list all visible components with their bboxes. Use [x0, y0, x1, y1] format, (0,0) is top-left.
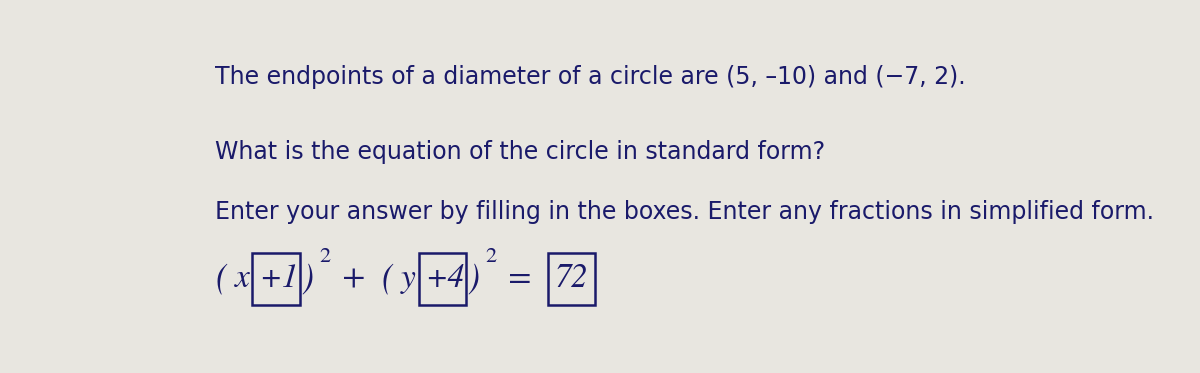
Text: x: x [234, 264, 250, 294]
Text: +1: +1 [259, 264, 298, 294]
FancyBboxPatch shape [547, 253, 595, 305]
Text: (: ( [215, 263, 227, 295]
Text: Enter your answer by filling in the boxes. Enter any fractions in simplified for: Enter your answer by filling in the boxe… [215, 200, 1154, 224]
Text: 72: 72 [554, 264, 588, 294]
Text: +4: +4 [425, 264, 464, 294]
Text: =: = [500, 264, 540, 294]
Text: (: ( [382, 263, 394, 295]
Text: ): ) [301, 263, 313, 295]
FancyBboxPatch shape [419, 253, 466, 305]
Text: +: + [334, 264, 373, 294]
FancyBboxPatch shape [252, 253, 300, 305]
Text: 2: 2 [485, 247, 497, 267]
Text: What is the equation of the circle in standard form?: What is the equation of the circle in st… [215, 140, 826, 163]
Text: The endpoints of a diameter of a circle are (5, –10) and (−7, 2).: The endpoints of a diameter of a circle … [215, 65, 966, 89]
Text: y: y [401, 264, 415, 294]
Text: 2: 2 [319, 247, 330, 267]
Text: ): ) [467, 263, 479, 295]
